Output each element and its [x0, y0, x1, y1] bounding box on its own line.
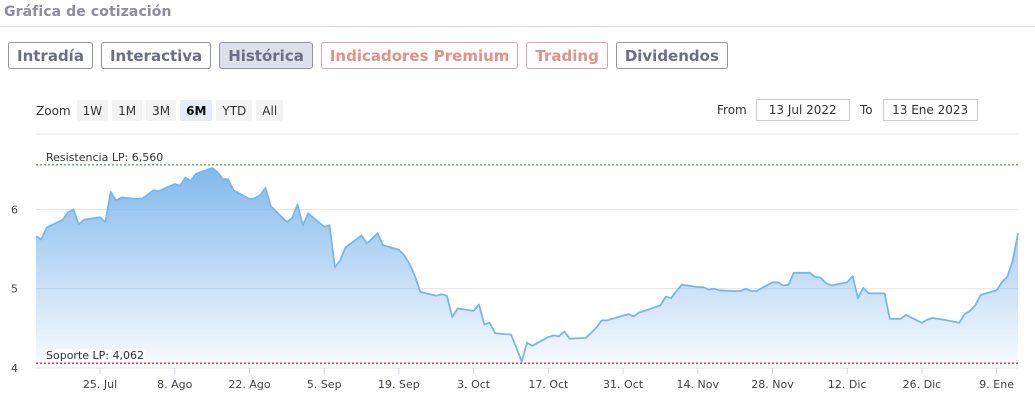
- price-line: [35, 167, 1019, 363]
- tab-historica[interactable]: Histórica: [219, 42, 313, 69]
- x-tick-label: 12. Dic: [828, 378, 867, 391]
- x-tick-label: 22. Ago: [228, 378, 270, 391]
- section-title: Gráfica de cotización: [4, 4, 172, 20]
- zoom-label: Zoom: [36, 103, 71, 118]
- from-group: From 13 Jul 2022: [717, 99, 850, 121]
- x-tick-label: 19. Sep: [378, 378, 420, 391]
- x-tick-label: 14. Nov: [677, 378, 720, 391]
- price-area: [36, 168, 1018, 368]
- zoom-1w-button[interactable]: 1W: [76, 100, 109, 121]
- price-chart: Resistencia LP: 6,560 Soporte LP: 4,062 4…: [11, 133, 1019, 391]
- resistance-label: Resistencia LP: 6,560: [46, 151, 163, 164]
- x-tick-label: 9. Ene: [979, 378, 1014, 391]
- from-label: From: [717, 103, 747, 117]
- resistance-label-bg: [44, 150, 156, 163]
- support-label: Soporte LP: 4,062: [46, 349, 144, 362]
- zoom-6m-button[interactable]: 6M: [180, 100, 213, 121]
- zoom-1m-button[interactable]: 1M: [112, 100, 143, 121]
- x-tick-label: 8. Ago: [157, 378, 192, 391]
- tab-interactiva[interactable]: Interactiva: [100, 42, 212, 69]
- y-tick-label: 5: [11, 283, 18, 296]
- x-tick-label: 5. Sep: [307, 378, 342, 391]
- chart-tabs: Intradía Interactiva Histórica Indicador…: [8, 42, 728, 69]
- zoom-all-button[interactable]: All: [256, 100, 284, 121]
- to-group: To 13 Ene 2023: [860, 99, 978, 121]
- x-tick-label: 26. Dic: [903, 378, 942, 391]
- to-date-input[interactable]: 13 Ene 2023: [882, 99, 978, 121]
- tab-dividendos[interactable]: Dividendos: [615, 42, 728, 69]
- x-tick-label: 28. Nov: [751, 378, 794, 391]
- zoom-ytd-button[interactable]: YTD: [216, 100, 253, 121]
- x-tick-label: 25. Jul: [83, 378, 117, 391]
- title-divider: [0, 26, 1035, 27]
- from-date-input[interactable]: 13 Jul 2022: [755, 99, 850, 121]
- x-tick-label: 17. Oct: [528, 378, 569, 391]
- zoom-selector: Zoom 1W 1M 3M 6M YTD All: [36, 100, 284, 121]
- tab-indicadores-premium[interactable]: Indicadores Premium: [320, 42, 519, 69]
- x-tick-label: 31. Oct: [603, 378, 644, 391]
- tab-intradia[interactable]: Intradía: [8, 42, 93, 69]
- support-label-bg: [44, 349, 146, 362]
- x-tick-label: 3. Oct: [457, 378, 491, 391]
- to-label: To: [860, 103, 873, 117]
- tab-trading[interactable]: Trading: [526, 42, 608, 69]
- zoom-3m-button[interactable]: 3M: [146, 100, 177, 121]
- y-tick-label: 4: [11, 362, 18, 375]
- y-tick-label: 6: [11, 203, 18, 216]
